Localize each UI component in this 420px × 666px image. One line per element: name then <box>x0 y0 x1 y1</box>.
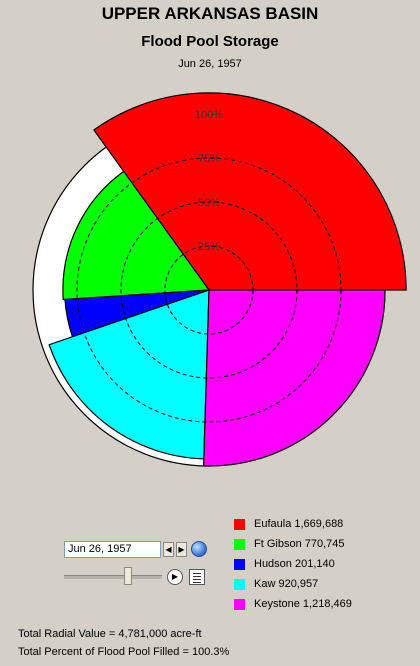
legend-swatch <box>234 559 245 570</box>
time-slider-track[interactable] <box>64 575 162 579</box>
legend-swatch <box>234 539 245 550</box>
legend-swatch <box>234 599 245 610</box>
legend-label: Eufaula 1,669,688 <box>254 518 344 530</box>
play-button[interactable]: ▶ <box>167 569 183 585</box>
date-input[interactable]: Jun 26, 1957 <box>64 541 161 558</box>
legend-swatch <box>234 519 245 530</box>
wedge-ft-gibson <box>62 170 211 301</box>
legend-label: Keystone 1,218,469 <box>254 598 352 610</box>
date-prev-button[interactable]: ◀ <box>163 542 174 557</box>
chart-date: Jun 26, 1957 <box>178 58 242 70</box>
report-icon[interactable] <box>189 569 205 585</box>
chart-subtitle: Flood Pool Storage <box>141 33 279 50</box>
chart-title: UPPER ARKANSAS BASIN <box>101 4 319 23</box>
total-percent-filled: Total Percent of Flood Pool Filled = 100… <box>18 646 230 658</box>
time-slider-thumb[interactable] <box>123 567 132 585</box>
legend-label: Ft Gibson 770,745 <box>254 538 345 550</box>
ring-label: 75% <box>198 153 220 165</box>
wedge-keystone <box>203 289 386 467</box>
wedge-eufaula <box>93 92 407 291</box>
ring-2 <box>120 201 298 379</box>
ring-label: 50% <box>198 197 220 209</box>
total-radial-value: Total Radial Value = 4,781,000 acre-ft <box>18 628 202 640</box>
legend-swatch <box>234 579 245 590</box>
ring-3 <box>76 157 342 423</box>
ring-label: 25% <box>198 241 220 253</box>
date-next-button[interactable]: ▶ <box>176 542 187 557</box>
globe-icon[interactable] <box>191 541 207 557</box>
legend-label: Hudson 201,140 <box>254 558 335 570</box>
wedge-kaw <box>48 289 210 460</box>
ring-1 <box>164 245 254 335</box>
ring-label: 100% <box>195 109 223 121</box>
legend-label: Kaw 920,957 <box>254 578 319 590</box>
polar-chart: 25% 50% 75% 100% <box>32 92 407 467</box>
